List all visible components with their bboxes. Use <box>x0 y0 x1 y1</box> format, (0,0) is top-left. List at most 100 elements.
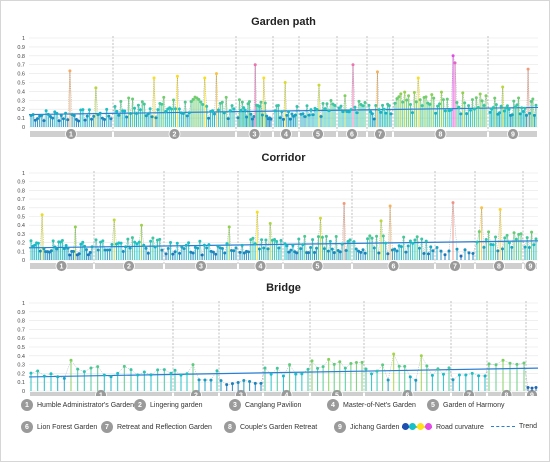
y-tick-label-2-5: 0.5 <box>17 215 25 221</box>
curvature-point-1-165 <box>355 111 359 115</box>
segment-badge-3-3 <box>235 389 247 396</box>
curvature-point-2-7 <box>42 247 46 251</box>
curvature-point-2-190 <box>451 201 455 205</box>
curvature-point-3-11 <box>102 373 106 377</box>
curvature-point-1-81 <box>197 98 201 102</box>
curvature-point-3-59 <box>381 363 385 367</box>
curvature-point-1-213 <box>449 108 453 112</box>
curvature-point-1-153 <box>329 98 333 102</box>
curvature-point-2-200 <box>484 237 488 241</box>
curvature-point-1-75 <box>185 114 189 118</box>
curvature-point-2-87 <box>216 244 220 248</box>
curvature-point-2-139 <box>328 239 332 243</box>
curvature-point-2-50 <box>130 236 134 240</box>
curvature-point-2-100 <box>247 250 251 254</box>
curvature-point-1-147 <box>317 83 321 87</box>
curvature-point-2-104 <box>255 210 259 214</box>
curvature-point-1-221 <box>465 112 469 116</box>
curvature-point-2-132 <box>315 246 319 250</box>
curvature-point-3-0 <box>29 371 33 375</box>
curvature-point-1-252 <box>520 106 524 110</box>
segment-badge-label-2-3: 3 <box>199 263 203 270</box>
curvature-point-1-179 <box>382 107 386 111</box>
segment-badge-label-3-8: 8 <box>505 392 509 396</box>
curvature-point-2-91 <box>225 242 229 246</box>
curvature-point-1-244 <box>507 107 511 111</box>
curvature-point-1-184 <box>393 101 397 105</box>
curvature-point-3-25 <box>191 363 195 367</box>
curvature-point-2-70 <box>178 251 182 255</box>
curvature-point-1-12 <box>55 111 59 115</box>
y-tick-label-2-2: 0.2 <box>17 241 25 247</box>
curvature-point-3-19 <box>156 368 160 372</box>
trend-line-3 <box>28 367 539 378</box>
curvature-point-1-180 <box>384 111 388 115</box>
curvature-point-1-215 <box>453 61 457 65</box>
curvature-point-3-22 <box>173 368 177 372</box>
segment-badge-3-2 <box>190 389 202 396</box>
y-tick-label-2-3: 0.3 <box>17 232 25 238</box>
segment-badge-1-9 <box>507 128 519 140</box>
curvature-point-2-97 <box>240 243 244 247</box>
curvature-point-2-60 <box>153 245 157 249</box>
curvature-point-2-38 <box>103 248 107 252</box>
curvature-point-2-102 <box>251 236 255 240</box>
curvature-point-1-193 <box>410 111 414 115</box>
curvature-point-1-102 <box>239 108 243 112</box>
curvature-point-1-124 <box>273 109 277 113</box>
curvature-point-3-66 <box>419 354 423 358</box>
curvature-point-2-218 <box>527 245 531 249</box>
segment-badge-label-1-1: 1 <box>69 131 73 138</box>
curvature-point-2-84 <box>209 249 213 253</box>
curvature-label: Road curvature <box>436 423 484 431</box>
curvature-point-1-175 <box>375 70 379 74</box>
curvature-point-3-10 <box>96 365 100 369</box>
y-tick-label-1-1: 0.1 <box>17 116 25 122</box>
curvature-point-1-223 <box>469 108 473 112</box>
y-tick-label-3-0: 0 <box>22 389 25 395</box>
curvature-point-2-175 <box>408 239 412 243</box>
curvature-point-1-222 <box>467 104 471 108</box>
legend-item-garden-6: 6 Lion Forest Garden <box>21 421 97 433</box>
curvature-point-2-78 <box>196 246 200 250</box>
y-tick-label-2-7: 0.7 <box>17 197 25 203</box>
curvature-point-2-75 <box>189 250 193 254</box>
curvature-point-2-36 <box>99 240 103 244</box>
curvature-point-1-44 <box>125 115 129 119</box>
segment-badge-label-3-3: 3 <box>239 392 243 396</box>
curvature-point-1-156 <box>337 106 341 110</box>
curvature-point-1-207 <box>438 102 442 106</box>
curvature-point-2-191 <box>455 247 459 251</box>
y-tick-label-3-6: 0.6 <box>17 336 25 342</box>
curvature-point-3-43 <box>294 372 298 376</box>
curvature-point-1-234 <box>491 106 495 110</box>
legend-item-garden-2: 2 Lingering garden <box>134 399 203 411</box>
curvature-point-1-35 <box>105 107 109 111</box>
curvature-point-2-149 <box>348 238 352 242</box>
curvature-point-3-71 <box>447 366 451 370</box>
y-tick-label-2-10: 1 <box>22 171 25 177</box>
segment-badge-1-4 <box>280 128 292 140</box>
curvature-point-2-167 <box>390 248 394 252</box>
curvature-point-1-54 <box>144 114 148 118</box>
curvature-point-1-25 <box>83 118 87 122</box>
curvature-point-1-146 <box>315 107 319 111</box>
curvature-point-3-77 <box>483 374 487 378</box>
curvature-point-1-88 <box>211 109 215 113</box>
curvature-point-2-61 <box>155 238 159 242</box>
curvature-point-1-226 <box>474 96 478 100</box>
curvature-point-1-191 <box>407 94 411 98</box>
curvature-point-2-212 <box>512 231 516 235</box>
curvature-line-1 <box>30 55 537 122</box>
curvature-point-1-21 <box>74 117 78 121</box>
segment-badge-1-5 <box>312 128 324 140</box>
curvature-point-2-172 <box>402 235 406 239</box>
curvature-point-1-123 <box>269 117 273 121</box>
curvature-point-2-4 <box>36 241 40 245</box>
curvature-point-1-190 <box>405 98 409 102</box>
curvature-point-1-69 <box>173 107 177 111</box>
curvature-point-2-39 <box>105 248 109 252</box>
legend-item-garden-3: 3 Canglang Pavilion <box>229 399 301 411</box>
curvature-point-1-210 <box>443 109 447 113</box>
legend-label-2: Lingering garden <box>150 401 203 409</box>
